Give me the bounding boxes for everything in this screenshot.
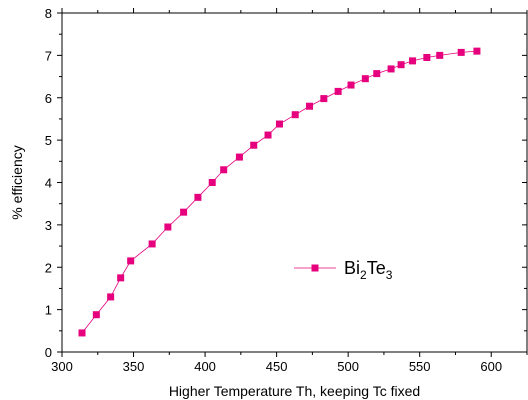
x-axis-title: Higher Temperature Th, keeping Tc fixed <box>169 383 420 399</box>
data-point <box>373 70 381 78</box>
y-tick-label: 0 <box>45 345 52 360</box>
x-tick-label: 450 <box>266 359 288 374</box>
legend-label: Bi2Te3 <box>344 258 393 282</box>
legend-label-sub1: 2 <box>360 268 367 282</box>
y-tick-label: 2 <box>45 260 52 275</box>
series-layer <box>78 47 481 337</box>
y-tick-label: 5 <box>45 133 52 148</box>
axes: 300 350 400 450 500 550 600 0 1 2 3 4 5 6 7 8 <box>45 6 528 374</box>
y-tick-label: 8 <box>45 6 52 21</box>
x-tick-label: 350 <box>123 359 145 374</box>
data-point <box>275 120 283 128</box>
plot-frame <box>61 12 528 353</box>
data-point <box>235 153 243 161</box>
data-point <box>473 47 481 55</box>
x-tick-label: 300 <box>51 359 73 374</box>
legend-label-base: Bi <box>344 258 360 278</box>
data-point <box>117 274 125 282</box>
data-point <box>457 48 465 56</box>
data-point <box>397 61 405 69</box>
data-point <box>250 141 258 149</box>
y-tick-label: 6 <box>45 91 52 106</box>
x-tick-label: 600 <box>480 359 502 374</box>
x-tick-label: 550 <box>409 359 431 374</box>
legend-label-mid: Te <box>367 258 386 278</box>
data-point <box>291 111 299 119</box>
data-point <box>92 311 100 319</box>
legend-label-sub2: 3 <box>386 268 393 282</box>
y-tick-label: 1 <box>45 303 52 318</box>
x-tick-label: 500 <box>337 359 359 374</box>
y-tick-label: 4 <box>45 176 52 191</box>
data-point <box>361 75 369 83</box>
data-point <box>194 193 202 201</box>
data-point <box>107 293 115 301</box>
plot-area <box>61 12 528 353</box>
legend-marker <box>311 264 319 272</box>
data-point <box>148 240 156 248</box>
x-tick-label: 400 <box>194 359 216 374</box>
y-tick-label: 3 <box>45 218 52 233</box>
legend: Bi2Te3 <box>294 258 393 282</box>
data-point <box>220 166 228 174</box>
data-point <box>423 53 431 61</box>
data-point <box>320 95 328 103</box>
y-axis-title: % efficiency <box>9 145 25 219</box>
data-point <box>436 51 444 59</box>
data-point <box>78 329 86 337</box>
data-point <box>334 87 342 95</box>
data-point <box>264 131 272 139</box>
data-point <box>164 223 172 231</box>
data-point <box>306 102 314 110</box>
data-point <box>387 65 395 73</box>
data-point <box>208 179 216 186</box>
data-point <box>127 257 135 265</box>
data-point <box>180 208 188 216</box>
series-line <box>81 50 477 334</box>
data-point <box>409 57 417 65</box>
y-tick-label: 7 <box>45 48 52 63</box>
data-point <box>347 81 355 89</box>
